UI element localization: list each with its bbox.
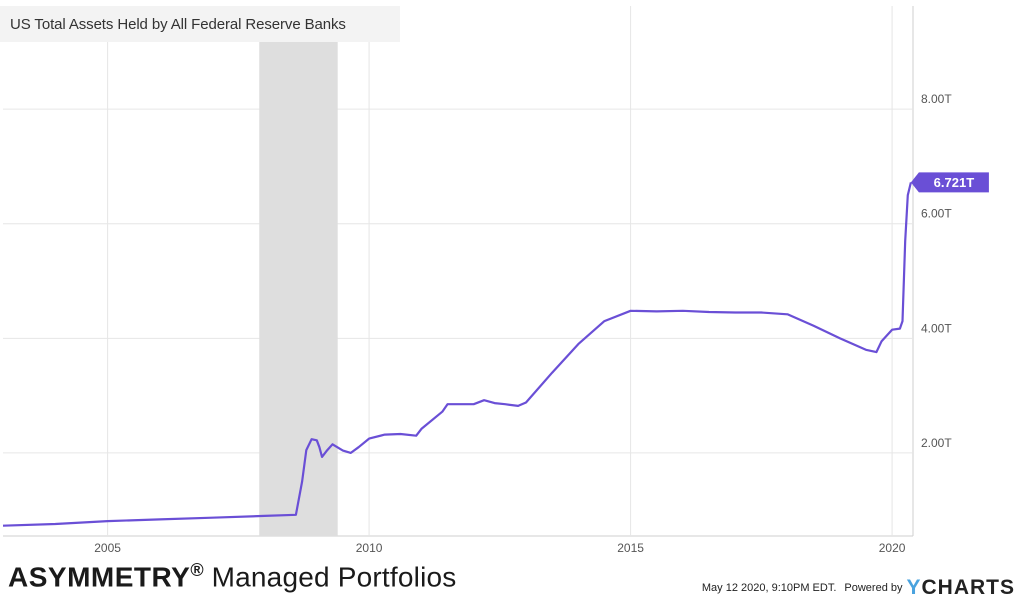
last-value-badge [910, 172, 989, 193]
ycharts-logo-y: Y [906, 576, 922, 599]
chart-title: US Total Assets Held by All Federal Rese… [10, 16, 346, 33]
chart-title-box [0, 6, 400, 42]
x-tick-label: 2020 [879, 541, 906, 555]
ycharts-logo-rest: CHARTS [921, 576, 1015, 599]
powered-by-label: Powered by [844, 582, 903, 594]
series-line [2, 182, 912, 527]
timestamp: May 12 2020, 9:10PM EDT. [701, 582, 837, 594]
chart-footer: May 12 2020, 9:10PM EDT. Powered by YCHA… [702, 576, 1015, 600]
ycharts-logo[interactable]: YCHARTS [906, 576, 1015, 600]
recession-band-layer [259, 6, 338, 536]
brand-logo: ASYMMETRY® Managed Portfolios [8, 560, 456, 593]
brand-name-bold: ASYMMETRY [8, 561, 191, 593]
x-tick-label: 2010 [356, 541, 383, 555]
x-tick-label: 2015 [617, 541, 644, 555]
x-tick-label: 2005 [94, 541, 121, 555]
y-tick-label: 6.00T [921, 207, 952, 221]
gridlines [3, 6, 914, 537]
brand-name-rest: Managed Portfolios [203, 561, 457, 593]
series-layer [2, 182, 912, 527]
last-value-label: 6.721T [934, 175, 975, 190]
recession-band [259, 6, 338, 536]
tick-labels: 2.00T 4.00T 6.00T 8.00T 2005 2010 2015 2020 [94, 92, 952, 555]
y-tick-label: 8.00T [921, 92, 952, 106]
last-value-callout: 6.721T [910, 172, 989, 193]
registered-mark: ® [190, 560, 204, 580]
y-tick-label: 2.00T [921, 436, 952, 450]
line-chart: 2.00T 4.00T 6.00T 8.00T 2005 2010 2015 2020 6.7… [2, 6, 989, 555]
y-tick-label: 4.00T [921, 321, 952, 335]
